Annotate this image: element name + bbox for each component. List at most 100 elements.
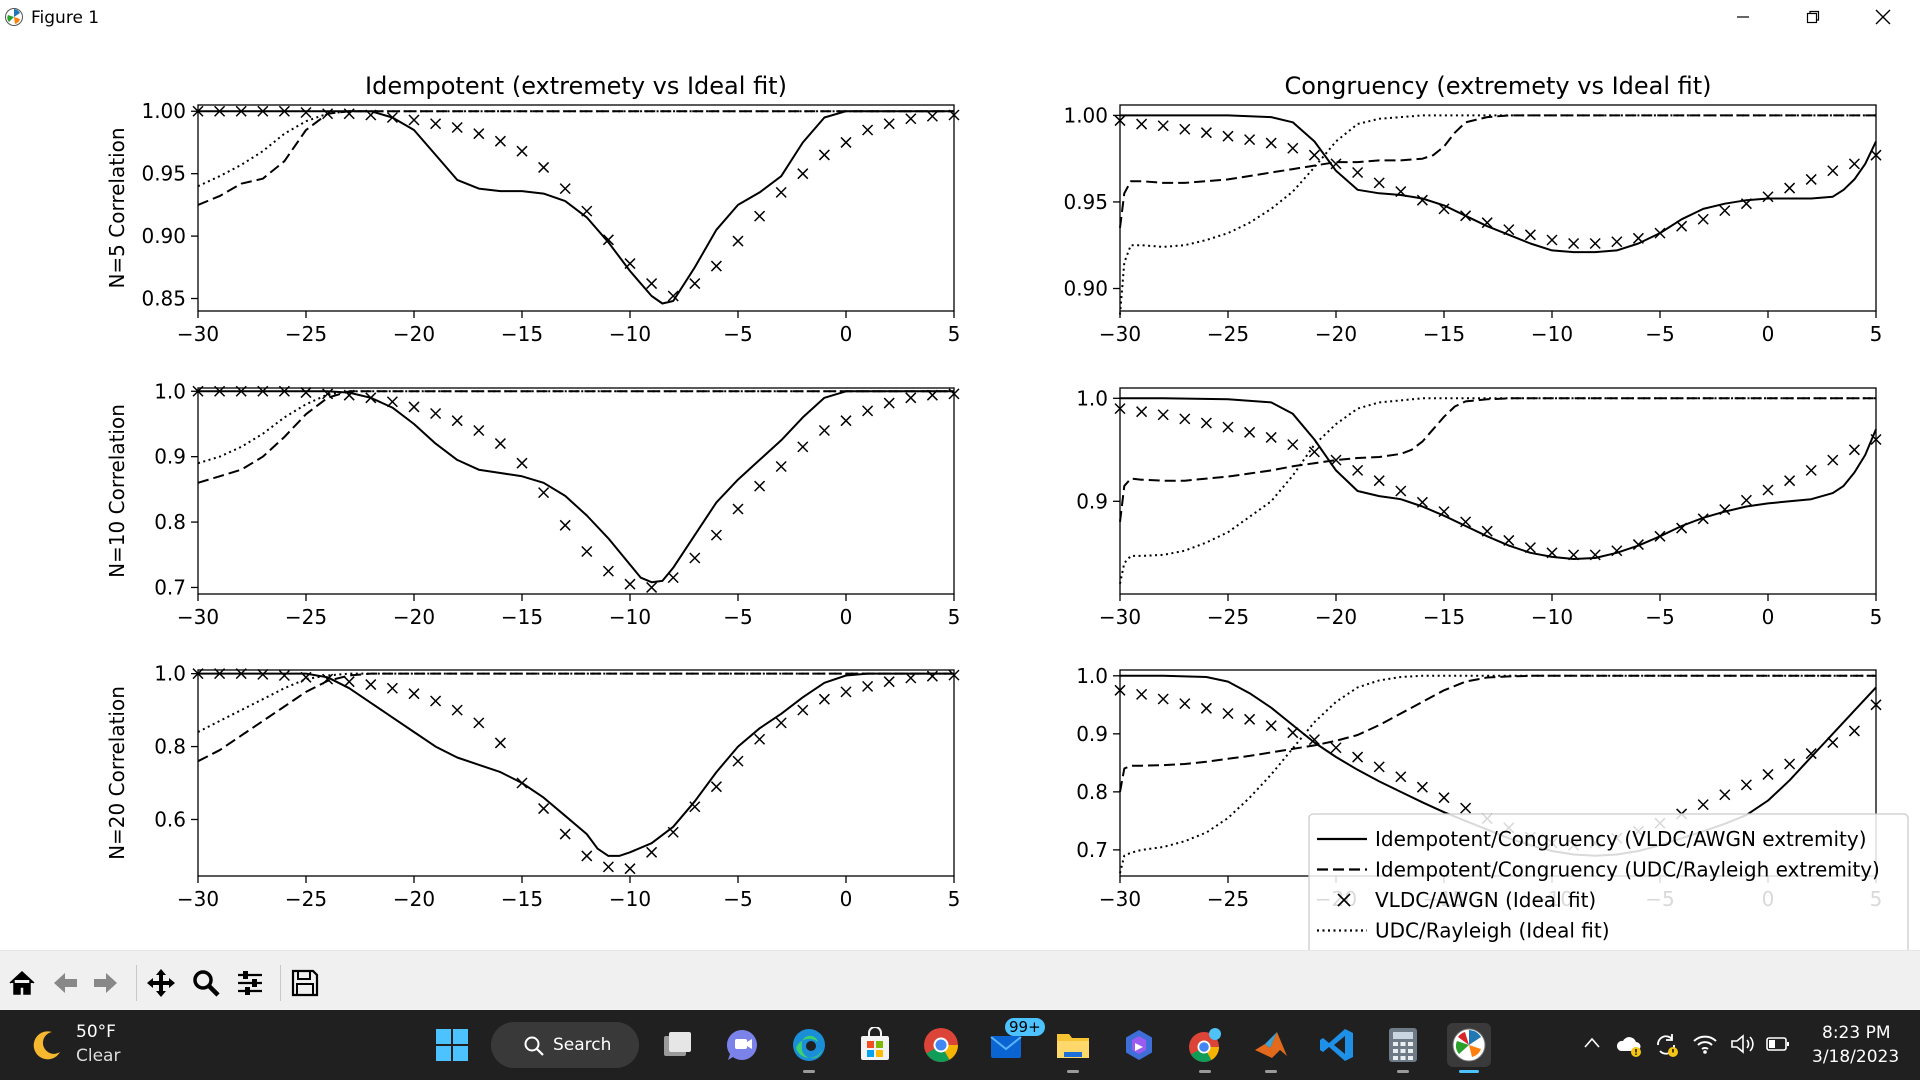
x-marker-point — [430, 695, 442, 707]
bing-button[interactable] — [1117, 1023, 1161, 1067]
x-marker-point — [1352, 464, 1364, 476]
x-tick-label: −5 — [723, 322, 752, 346]
x-marker-point — [1395, 485, 1407, 497]
save-button[interactable] — [287, 965, 323, 1001]
x-marker-point — [1265, 431, 1277, 443]
x-tick-label: 0 — [840, 887, 853, 911]
weather-description[interactable]: Clear — [76, 1046, 121, 1066]
wifi-icon[interactable] — [1692, 1032, 1718, 1056]
subplot-0-1: −30 −25 −20 −15 −10 −5 0 5 0.90 0.95 1.00 Congruenc… — [1063, 72, 1882, 346]
x-marker-point — [1308, 734, 1320, 746]
calculator-button[interactable] — [1381, 1023, 1425, 1073]
edge-button[interactable] — [787, 1023, 831, 1073]
back-arrow-icon — [54, 973, 77, 993]
matlab-button[interactable] — [1249, 1023, 1293, 1073]
axes-frame — [1119, 387, 1877, 595]
weather-temperature[interactable]: 50°F — [76, 1022, 116, 1042]
battery-icon[interactable] — [1765, 1034, 1791, 1054]
legend-label: VLDC/AWGN (Ideal fit) — [1375, 888, 1596, 912]
chrome-profile-button[interactable] — [1183, 1023, 1227, 1073]
y-tick-label: 0.9 — [1076, 722, 1108, 746]
forward-button[interactable] — [88, 965, 124, 1001]
x-marker-point — [1265, 137, 1277, 149]
x-marker-point — [667, 572, 679, 584]
y-tick-label: 0.95 — [1063, 190, 1108, 214]
clock-date[interactable]: 3/18/2023 — [1812, 1047, 1900, 1067]
chevron-up-icon[interactable] — [1583, 1036, 1601, 1050]
restore-icon — [1806, 10, 1820, 24]
x-tick-label: 0 — [1762, 322, 1775, 346]
x-marker-point — [1546, 234, 1558, 246]
x-tick-label: −20 — [1315, 322, 1357, 346]
x-marker-point — [1589, 549, 1601, 561]
x-marker-point — [257, 668, 269, 680]
pan-button[interactable] — [143, 965, 179, 1001]
y-tick-label: 0.6 — [154, 807, 186, 831]
x-marker-point — [1697, 513, 1709, 525]
dotted-series-line — [197, 110, 954, 188]
x-tick-label: −30 — [177, 322, 219, 346]
dashed-series-line — [1119, 397, 1876, 523]
mail-icon — [990, 1036, 1022, 1058]
x-marker-point — [689, 801, 701, 813]
vscode-button[interactable] — [1315, 1023, 1359, 1067]
back-button[interactable] — [47, 965, 83, 1001]
configure-subplots-button[interactable] — [232, 965, 268, 1001]
mail-button[interactable]: 99+ — [985, 1018, 1045, 1067]
solid-series-line — [1120, 114, 1877, 254]
task-view-button[interactable] — [655, 1023, 699, 1067]
matplotlib-app-icon — [5, 8, 23, 26]
store-button[interactable] — [853, 1023, 897, 1067]
subplot-title: Congruency (extremety vs Ideal fit) — [1284, 72, 1711, 100]
x-marker-point — [214, 105, 226, 117]
x-tick-label: −30 — [1099, 322, 1141, 346]
solid-series-line — [198, 110, 954, 305]
x-marker-point — [1179, 123, 1191, 135]
teams-chat-button[interactable] — [721, 1023, 765, 1067]
dashed-series-line — [1119, 674, 1876, 793]
x-marker-point — [322, 108, 334, 120]
x-marker-point — [1784, 758, 1796, 770]
x-marker-point — [1740, 198, 1752, 210]
legend-label: Idempotent/Congruency (UDC/Rayleigh extr… — [1375, 858, 1880, 882]
x-tick-label: 5 — [948, 322, 961, 346]
volume-icon[interactable] — [1730, 1032, 1756, 1056]
x-marker-point — [1827, 165, 1839, 177]
zoom-button[interactable] — [188, 965, 224, 1001]
x-marker-point — [1697, 213, 1709, 225]
clock-time[interactable]: 8:23 PM — [1822, 1023, 1891, 1043]
x-marker-point — [343, 108, 355, 120]
sync-icon[interactable] — [1652, 1031, 1680, 1059]
mail-badge: 99+ — [1005, 1018, 1045, 1036]
matplotlib-figure-button[interactable] — [1447, 1023, 1491, 1073]
x-marker-point — [1308, 149, 1320, 161]
x-marker-point — [775, 717, 787, 729]
y-tick-label: 0.90 — [141, 224, 186, 248]
chrome-button[interactable] — [919, 1023, 963, 1067]
x-marker-point — [1503, 534, 1515, 546]
x-marker-point — [386, 682, 398, 694]
x-marker-point — [840, 415, 852, 427]
restore-button[interactable] — [1782, 0, 1844, 34]
home-button[interactable] — [4, 965, 40, 1001]
x-marker-point — [1157, 693, 1169, 705]
legend-label: UDC/Rayleigh (Ideal fit) — [1375, 919, 1610, 943]
file-explorer-button[interactable] — [1051, 1023, 1095, 1073]
x-marker-point — [818, 424, 830, 437]
x-marker-point — [559, 828, 571, 840]
x-marker-point — [322, 673, 334, 685]
y-tick-label: 0.7 — [154, 575, 186, 599]
minimize-button[interactable] — [1712, 0, 1774, 34]
x-tick-label: −15 — [501, 605, 543, 629]
x-marker-point — [386, 111, 398, 124]
start-button[interactable] — [430, 1023, 474, 1067]
x-marker-point — [1719, 504, 1731, 516]
x-tick-label: 5 — [1870, 322, 1883, 346]
x-marker-point — [494, 438, 506, 450]
taskbar-search[interactable]: Search — [491, 1022, 639, 1068]
cloud-warning-icon[interactable] — [1615, 1031, 1643, 1059]
x-marker-point — [883, 397, 895, 409]
x-tick-label: −30 — [177, 887, 219, 911]
close-button[interactable] — [1852, 0, 1914, 34]
subplot-title: Idempotent (extremety vs Ideal fit) — [365, 72, 787, 100]
